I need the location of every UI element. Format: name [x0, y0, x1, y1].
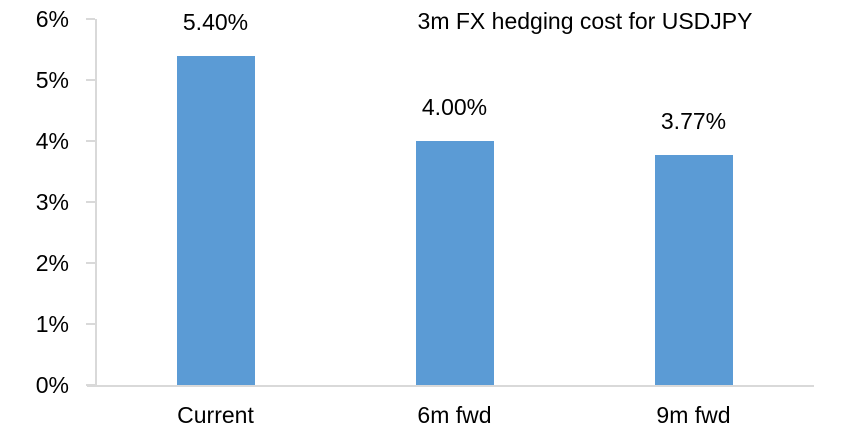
y-tick-label: 5%	[35, 67, 69, 93]
y-axis-tick	[86, 262, 95, 264]
y-axis-tick	[86, 201, 95, 203]
bar-current	[176, 55, 255, 385]
y-axis-tick	[86, 140, 95, 142]
x-category-label: 9m fwd	[656, 402, 731, 428]
y-tick-label: 0%	[35, 372, 69, 398]
y-axis-tick	[86, 18, 95, 20]
bar-value-label: 5.40%	[182, 8, 249, 35]
x-category-label: Current	[177, 402, 254, 428]
bar-6m-fwd	[415, 141, 494, 385]
y-axis-tick	[86, 323, 95, 325]
x-category-label: 6m fwd	[417, 402, 492, 428]
y-axis-tick	[86, 79, 95, 81]
y-tick-label: 2%	[35, 250, 69, 276]
bar-9m-fwd	[654, 155, 733, 385]
y-axis-line	[95, 19, 97, 386]
x-axis-line	[87, 385, 814, 387]
y-tick-label: 1%	[35, 311, 69, 337]
y-tick-label: 4%	[35, 128, 69, 154]
chart-title: 3m FX hedging cost for USDJPY	[417, 8, 753, 34]
bar-value-label: 3.77%	[660, 108, 727, 135]
bar-value-label: 4.00%	[421, 94, 488, 120]
y-tick-label: 6%	[35, 6, 69, 32]
y-tick-label: 3%	[35, 189, 69, 215]
